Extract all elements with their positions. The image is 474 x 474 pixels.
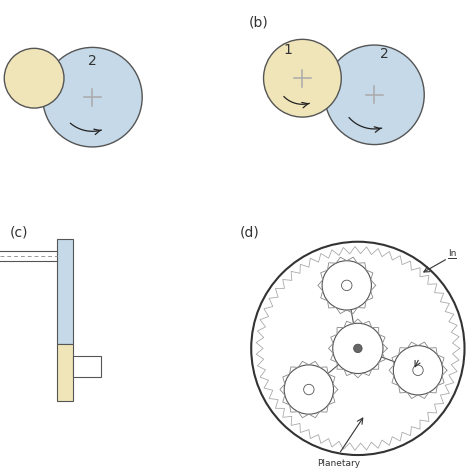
Text: (c): (c) — [9, 225, 28, 239]
Circle shape — [284, 365, 334, 414]
Text: 1: 1 — [284, 43, 292, 57]
Text: 2: 2 — [88, 54, 97, 68]
Text: 2: 2 — [380, 46, 388, 61]
FancyBboxPatch shape — [73, 356, 101, 377]
Circle shape — [43, 47, 142, 147]
FancyBboxPatch shape — [57, 344, 73, 401]
Circle shape — [413, 365, 423, 375]
Circle shape — [354, 344, 362, 353]
Circle shape — [322, 261, 372, 310]
Circle shape — [264, 39, 341, 117]
Circle shape — [342, 280, 352, 291]
Circle shape — [325, 45, 424, 145]
Circle shape — [393, 346, 443, 395]
Circle shape — [333, 323, 383, 374]
Text: (d): (d) — [239, 225, 259, 239]
Text: Planetary: Planetary — [318, 459, 360, 468]
Circle shape — [251, 242, 465, 455]
Circle shape — [304, 384, 314, 395]
Text: In: In — [448, 249, 456, 258]
Circle shape — [4, 48, 64, 108]
Text: (b): (b) — [249, 15, 269, 29]
FancyBboxPatch shape — [57, 239, 73, 344]
